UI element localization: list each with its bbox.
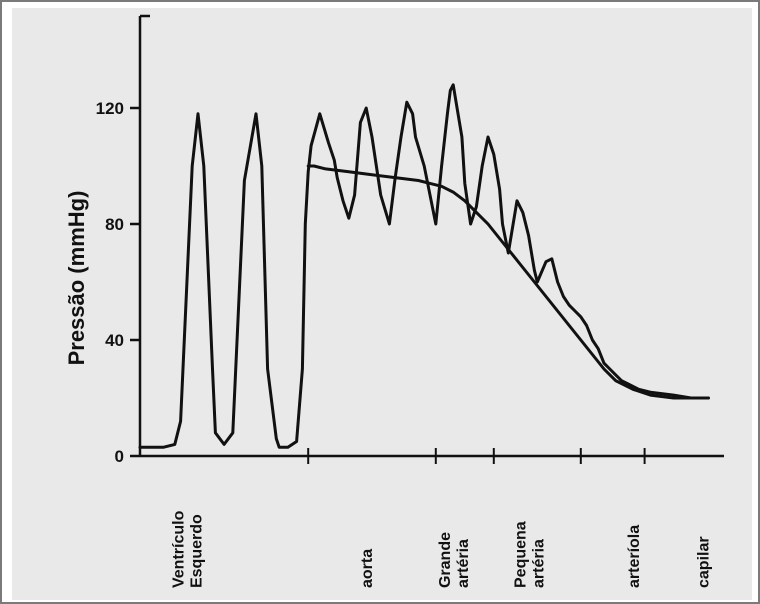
plot-panel: 0 40 80 120 Ventrículo Esquerdo aorta Grande ar… bbox=[12, 8, 752, 600]
category-label: arteríola bbox=[626, 525, 643, 588]
category-label: Ventrículo bbox=[170, 510, 187, 588]
y-tick-label: 80 bbox=[105, 215, 124, 234]
category-label: Pequena bbox=[513, 521, 530, 588]
axes bbox=[138, 14, 724, 464]
category-label: Esquerdo bbox=[188, 514, 205, 588]
y-tick-label: 120 bbox=[96, 99, 124, 118]
y-axis-title: Pressão (mmHg) bbox=[64, 191, 89, 366]
category-label: capilar bbox=[696, 536, 713, 588]
y-tick-label: 40 bbox=[105, 331, 124, 350]
category-labels: Ventrículo Esquerdo aorta Grande artéria Pequ… bbox=[170, 510, 712, 588]
category-label: artéria bbox=[455, 539, 472, 588]
y-tick-label: 0 bbox=[115, 447, 124, 466]
pressure-wave-line bbox=[138, 83, 710, 449]
category-label: Grande bbox=[437, 532, 454, 588]
y-ticks: 0 40 80 120 bbox=[96, 99, 140, 466]
mean-pressure-line bbox=[306, 164, 710, 400]
category-label: artéria bbox=[531, 539, 548, 588]
series-group bbox=[138, 83, 710, 449]
category-label: aorta bbox=[359, 549, 376, 588]
